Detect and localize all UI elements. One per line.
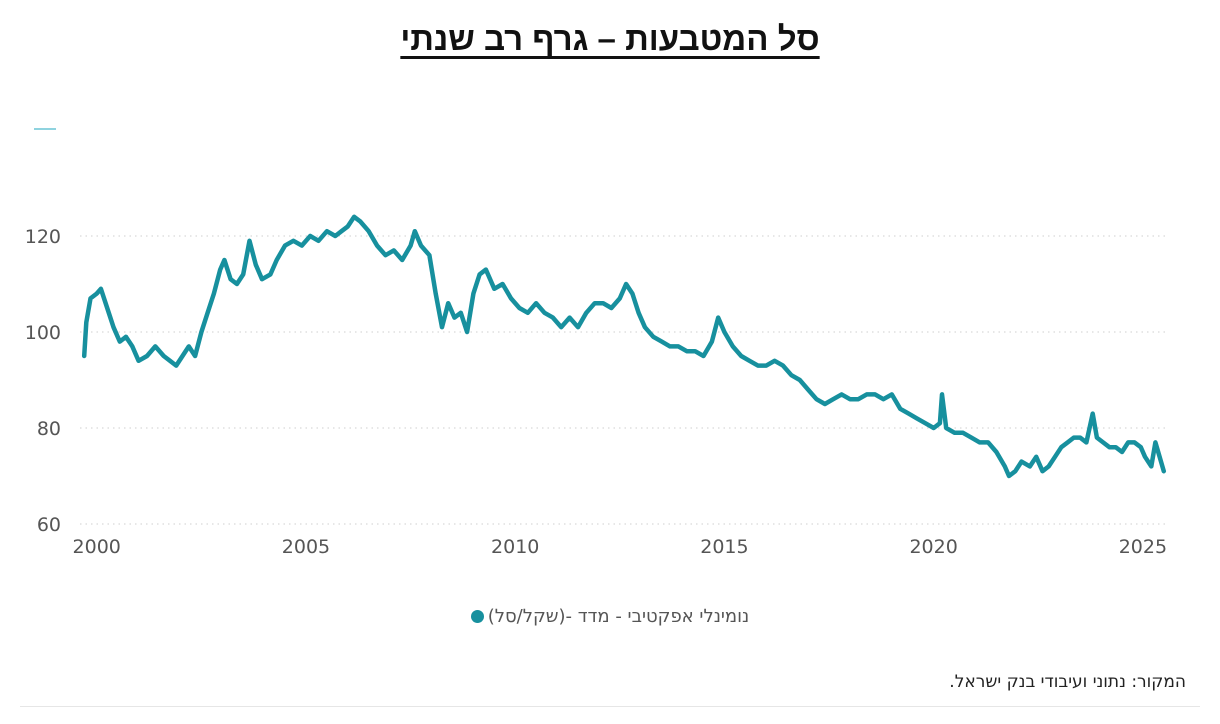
x-tick-label-2025: 2025 [1119, 536, 1167, 558]
y-tick-label-120: 120 [25, 226, 61, 248]
source-note: המקור: נתוני ועיבודי בנק ישראל. [949, 672, 1186, 692]
y-axis-ticks: 60 80 100 120 [25, 226, 61, 536]
legend[interactable]: נומינלי אפקטיבי - מדד -(שקל/סל) [0, 606, 1220, 628]
x-tick-label-2010: 2010 [491, 536, 539, 558]
gridlines [80, 235, 1168, 525]
x-tick-label-2020: 2020 [909, 536, 957, 558]
series-line [81, 214, 1167, 479]
x-tick-label-2000: 2000 [73, 536, 121, 558]
y-tick-label-60: 60 [37, 514, 61, 536]
bottom-divider [20, 706, 1200, 707]
x-tick-label-2005: 2005 [282, 536, 330, 558]
x-axis-ticks: 2000 2005 2010 2015 2020 2025 [73, 536, 1168, 558]
page-title: סל המטבעות – גרף רב שנתי [400, 20, 820, 57]
x-tick-label-2015: 2015 [700, 536, 748, 558]
line-chart: 60 80 100 120 2000 2005 2010 2015 2020 2025 [25, 128, 1168, 558]
legend-label: נומינלי אפקטיבי - מדד -(שקל/סל) [487, 606, 750, 627]
y-tick-label-100: 100 [25, 322, 61, 344]
y-tick-label-80: 80 [37, 418, 61, 440]
legend-dot [470, 610, 484, 623]
